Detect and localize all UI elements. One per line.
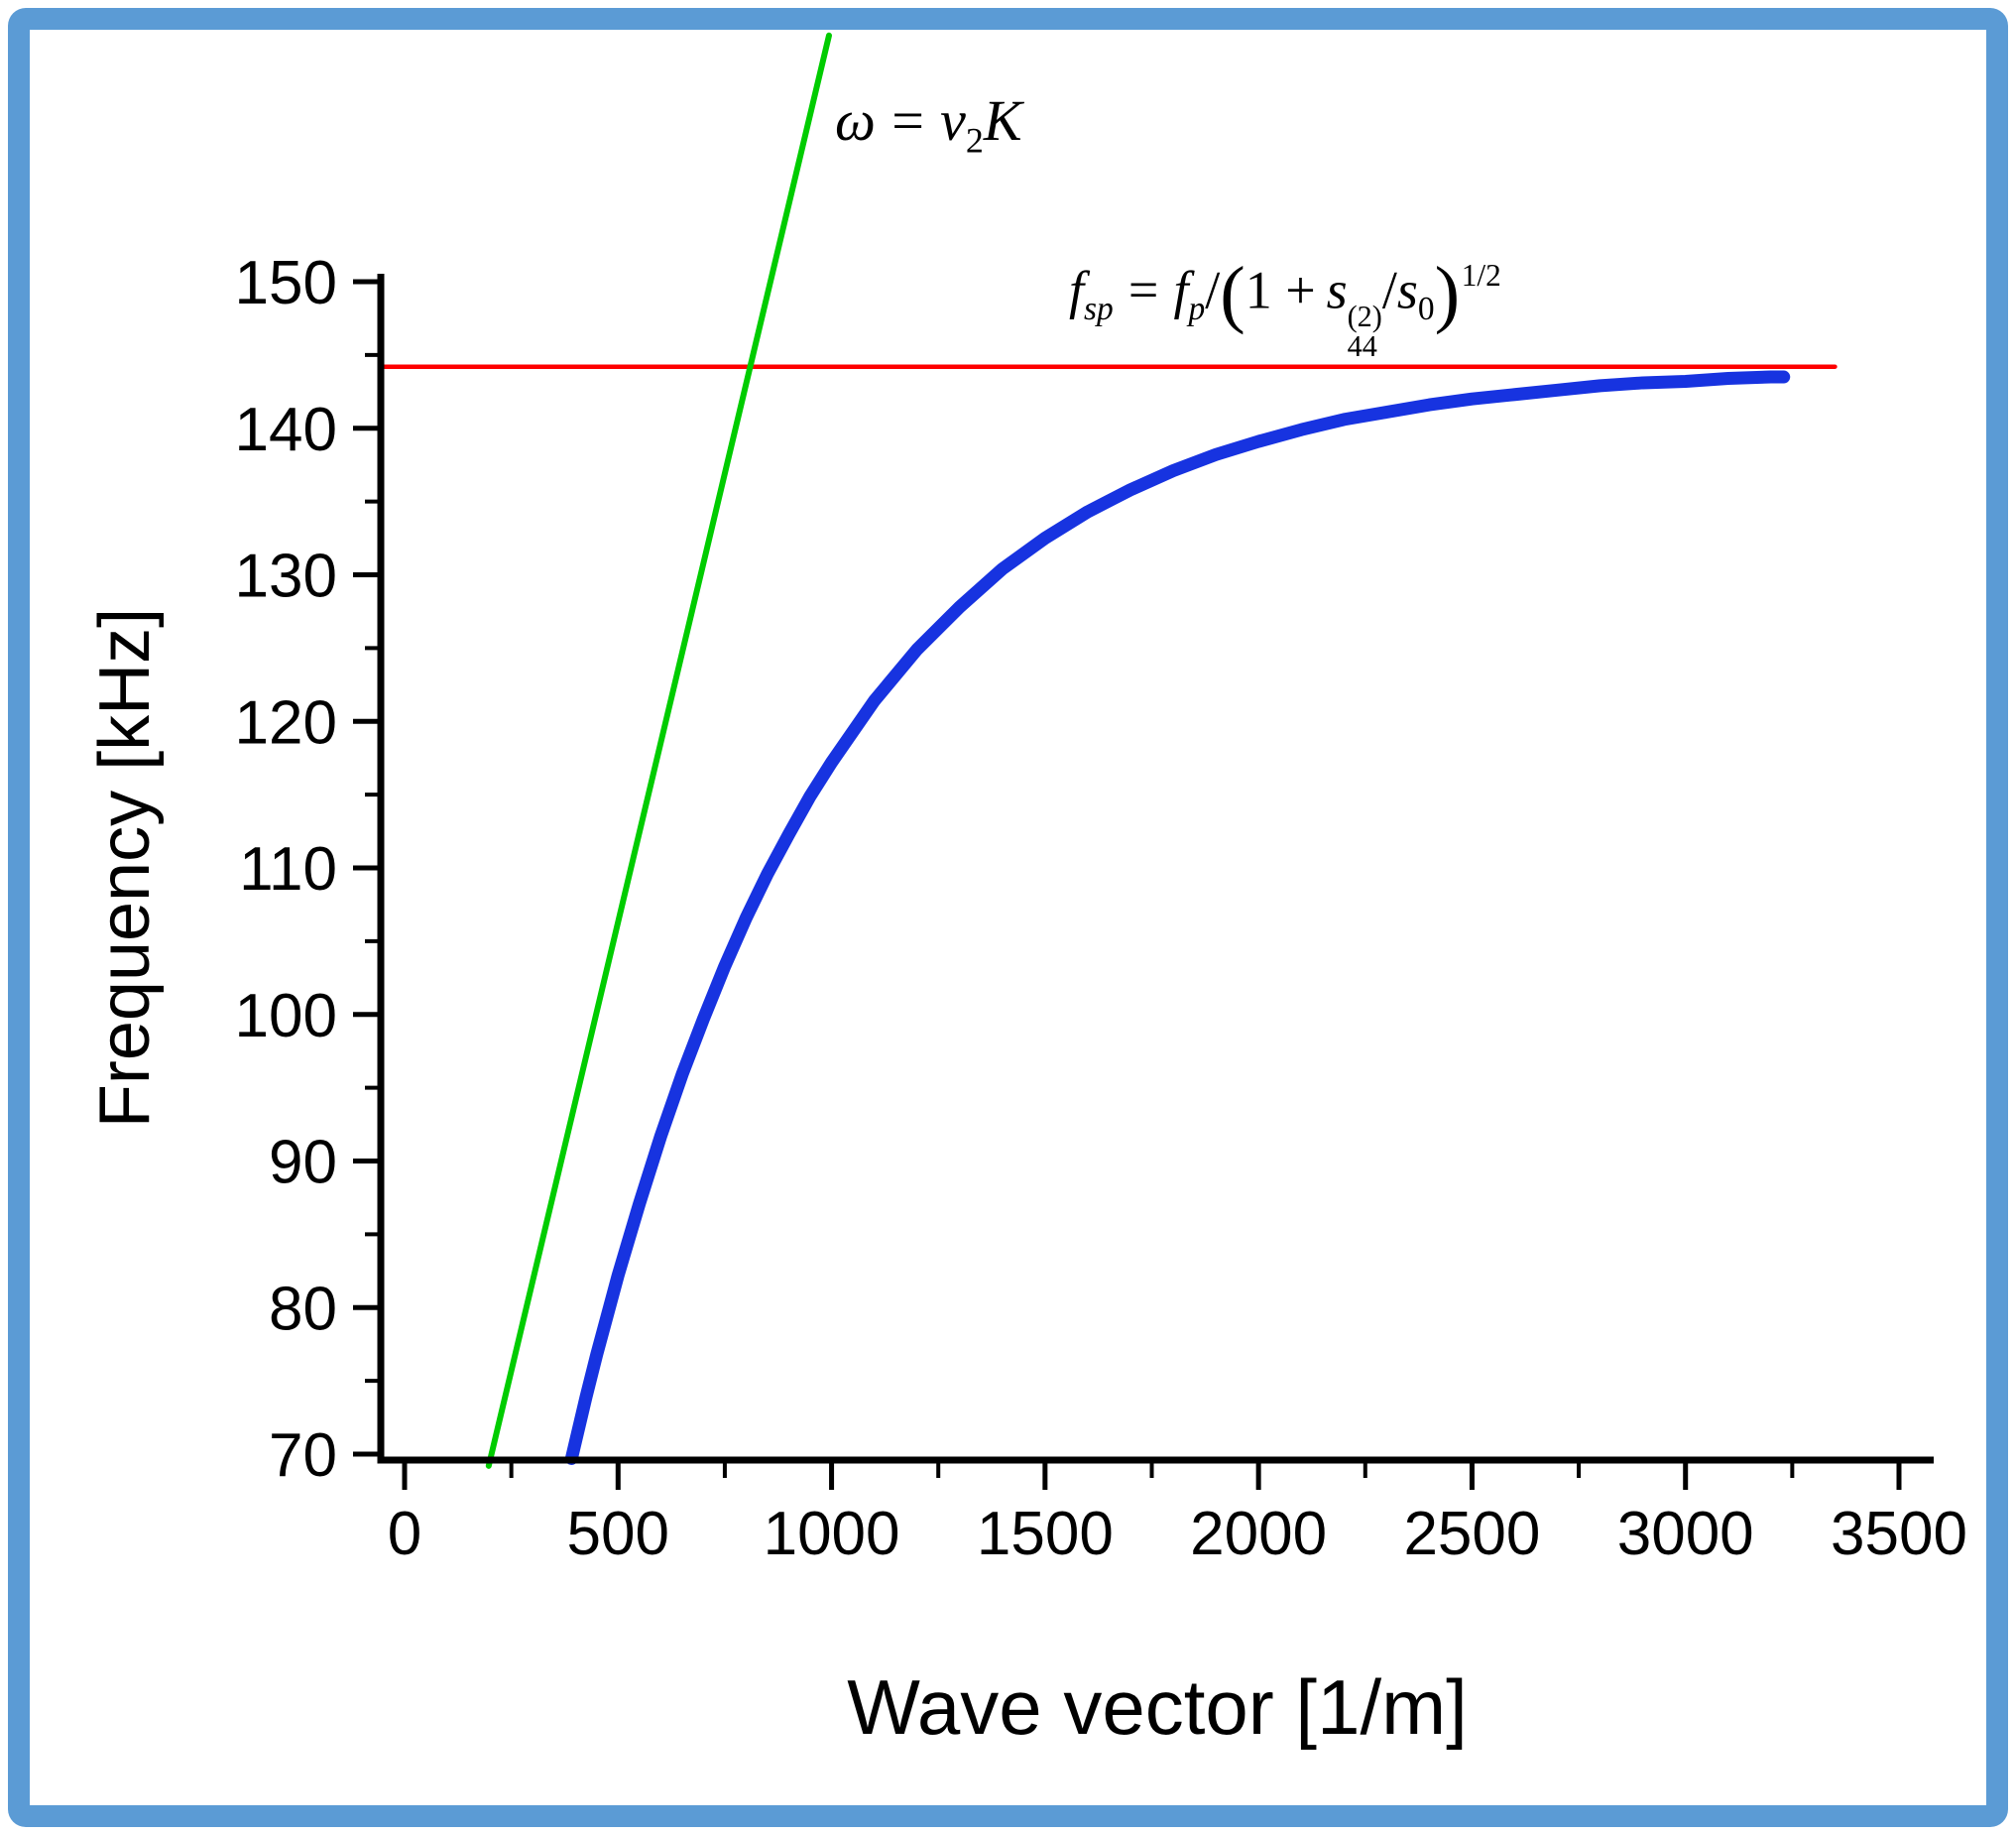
omega-symbol: ω: [835, 88, 876, 153]
y-tick-label: 90: [269, 1129, 337, 1197]
y-tick-label: 80: [269, 1275, 337, 1343]
y-tick-label: 70: [269, 1421, 337, 1490]
ticks: [353, 279, 1902, 1490]
green-line-label: ω = v2K: [835, 88, 1022, 161]
x-tick-label: 2000: [1190, 1500, 1327, 1568]
s44-superscript-subscript: (2) 44: [1347, 300, 1382, 364]
plasmon-dispersion-curve: [564, 370, 1791, 1465]
x-tick-label: 1000: [764, 1500, 900, 1568]
x-tick-label: 0: [388, 1500, 421, 1568]
y-tick-label: 150: [235, 249, 337, 317]
tick-labels: 0 500 1000 1500 2000 2500 3000 3500 70 80 90 100 110…: [235, 249, 1967, 1568]
x-tick-label: 3500: [1831, 1500, 1967, 1568]
y-tick-label: 110: [239, 835, 337, 904]
y-tick-label: 140: [235, 396, 337, 464]
x-tick-label: 3000: [1617, 1500, 1754, 1568]
x-tick-label: 500: [567, 1500, 669, 1568]
y-tick-label: 100: [235, 982, 337, 1050]
red-line-label: fsp = fp/(1 + s (2) 44/s0)1/2: [1069, 251, 1501, 364]
x-tick-label: 2500: [1403, 1500, 1540, 1568]
sound-velocity-line: [485, 32, 832, 1469]
y-tick-label: 120: [235, 688, 337, 757]
y-axis-title: Frequency [kHz]: [85, 608, 165, 1128]
x-tick-label: 1500: [977, 1500, 1114, 1568]
x-axis-title: Wave vector [1/m]: [847, 1663, 1468, 1751]
y-tick-label: 130: [235, 543, 337, 611]
